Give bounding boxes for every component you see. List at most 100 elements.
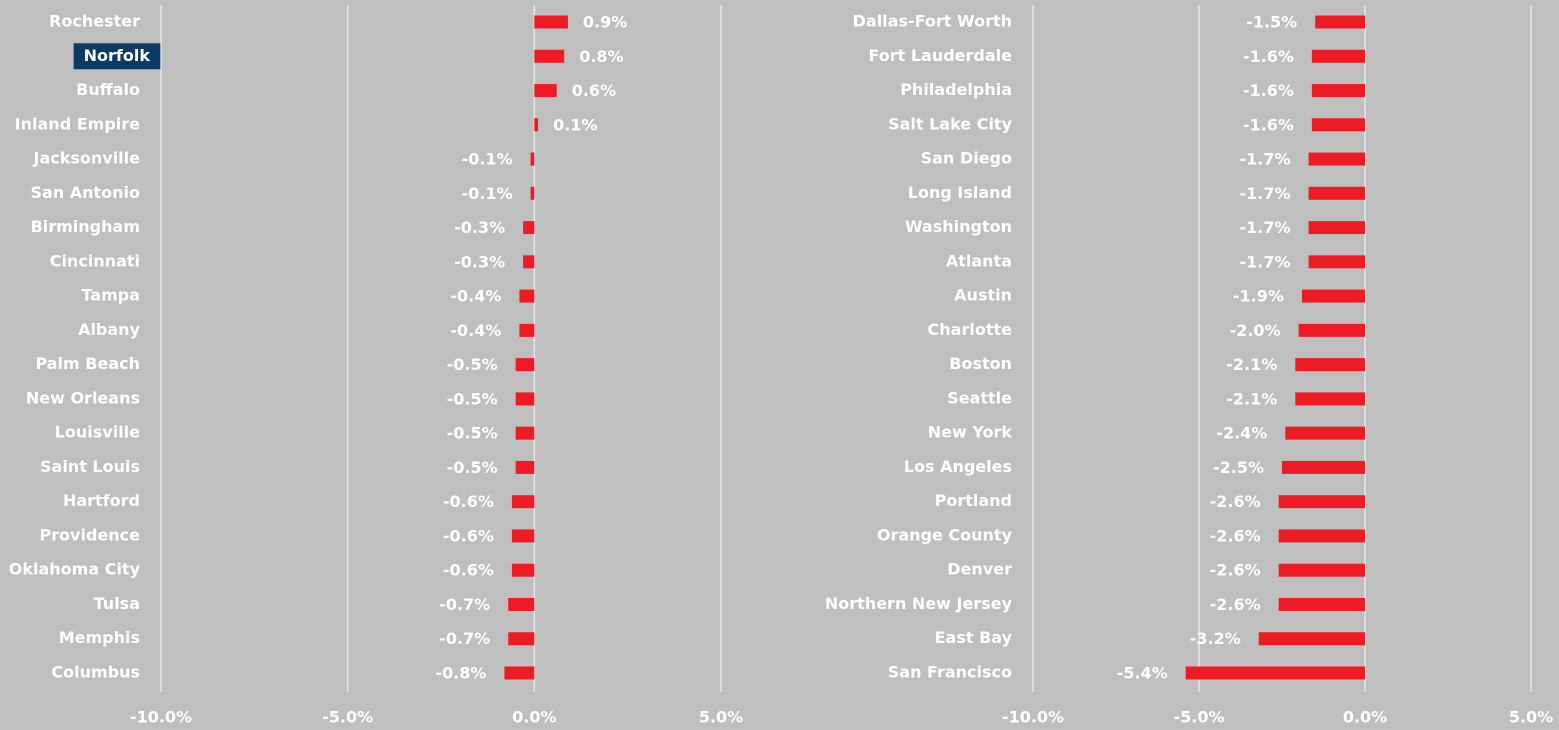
category-label: Seattle [947,388,1012,407]
value-label: -2.6% [1210,492,1261,511]
bar [1308,255,1365,269]
bar [1298,323,1365,337]
bar [515,426,535,440]
bar [515,392,535,406]
category-label: Inland Empire [15,114,140,133]
value-label: -1.9% [1233,287,1284,306]
category-label: Providence [39,525,140,544]
category-label: Northern New Jersey [825,594,1013,613]
category-label: Tulsa [94,594,140,613]
value-label: -5.4% [1117,664,1168,683]
category-label: Boston [949,354,1012,373]
bar [534,84,557,98]
x-tick-label: -5.0% [322,708,373,727]
value-label: -0.1% [462,184,513,203]
category-label: New York [928,423,1013,442]
bar [1295,358,1365,372]
category-label: Birmingham [31,217,140,236]
category-label: East Bay [935,628,1013,647]
category-label: Albany [78,320,141,339]
value-label: -0.5% [447,389,498,408]
bar [1315,15,1365,29]
category-label: Norfolk [84,46,151,65]
value-label: -1.6% [1243,47,1294,66]
category-label: Orange County [877,525,1013,544]
bar [523,255,535,269]
bar [1278,529,1365,543]
value-label: -2.4% [1216,424,1267,443]
category-label: Washington [905,217,1012,236]
bar [1311,84,1365,98]
category-label: Jacksonville [32,149,140,168]
value-label: -0.6% [443,526,494,545]
bar [1282,460,1365,474]
value-label: -0.6% [443,492,494,511]
category-label: Austin [954,286,1012,305]
bar [511,495,535,509]
value-label: -0.4% [450,321,501,340]
bar [511,529,535,543]
value-label: -1.7% [1240,218,1291,237]
category-label: New Orleans [26,388,140,407]
category-label: San Antonio [30,183,140,202]
value-label: -2.6% [1210,526,1261,545]
value-label: -2.1% [1226,389,1277,408]
bar [515,358,535,372]
value-label: -2.6% [1210,595,1261,614]
bar [515,460,535,474]
category-label: Saint Louis [40,457,140,476]
x-tick-label: -5.0% [1173,708,1224,727]
bar [1278,563,1365,577]
value-label: -1.7% [1240,184,1291,203]
bar [508,632,535,646]
category-label: Oklahoma City [9,560,141,579]
value-label: -0.5% [447,355,498,374]
category-label: Charlotte [928,320,1013,339]
x-tick-label: 0.0% [512,708,556,727]
value-label: -0.7% [439,629,490,648]
value-label: -1.7% [1240,150,1291,169]
bar [1308,186,1365,200]
x-tick-label: 5.0% [1509,708,1553,727]
value-label: -0.5% [447,458,498,477]
category-label: Long Island [908,183,1012,202]
bar [530,186,535,200]
bar [519,289,535,303]
bar [530,152,535,166]
category-label: Atlanta [946,251,1012,270]
value-label: -0.6% [443,561,494,580]
bar [1285,426,1365,440]
bar [1308,152,1365,166]
category-label: Columbus [51,663,140,682]
category-label: Tampa [81,286,140,305]
bar [1308,221,1365,235]
bar [1301,289,1365,303]
bar [504,666,535,680]
category-label: Dallas-Fort Worth [853,12,1012,31]
value-label: -1.6% [1243,81,1294,100]
bar [534,49,565,63]
bar [1311,49,1365,63]
value-label: 0.8% [579,47,623,66]
value-label: -0.3% [454,252,505,271]
category-label: Fort Lauderdale [868,46,1012,65]
category-label: Cincinnati [50,251,140,270]
category-label: Philadelphia [900,80,1012,99]
bar [1185,666,1365,680]
x-tick-label: -10.0% [130,708,192,727]
category-label: Palm Beach [35,354,140,373]
bar [523,221,535,235]
value-label: -0.4% [450,287,501,306]
category-label: Denver [947,560,1012,579]
value-label: 0.9% [583,13,627,32]
bar [1278,597,1365,611]
bar [1311,118,1365,132]
category-label: Rochester [49,12,140,31]
bar [1278,495,1365,509]
value-label: -1.6% [1243,115,1294,134]
bar [1295,392,1365,406]
bar [534,118,539,132]
bar [1258,632,1365,646]
value-label: -1.7% [1240,252,1291,271]
